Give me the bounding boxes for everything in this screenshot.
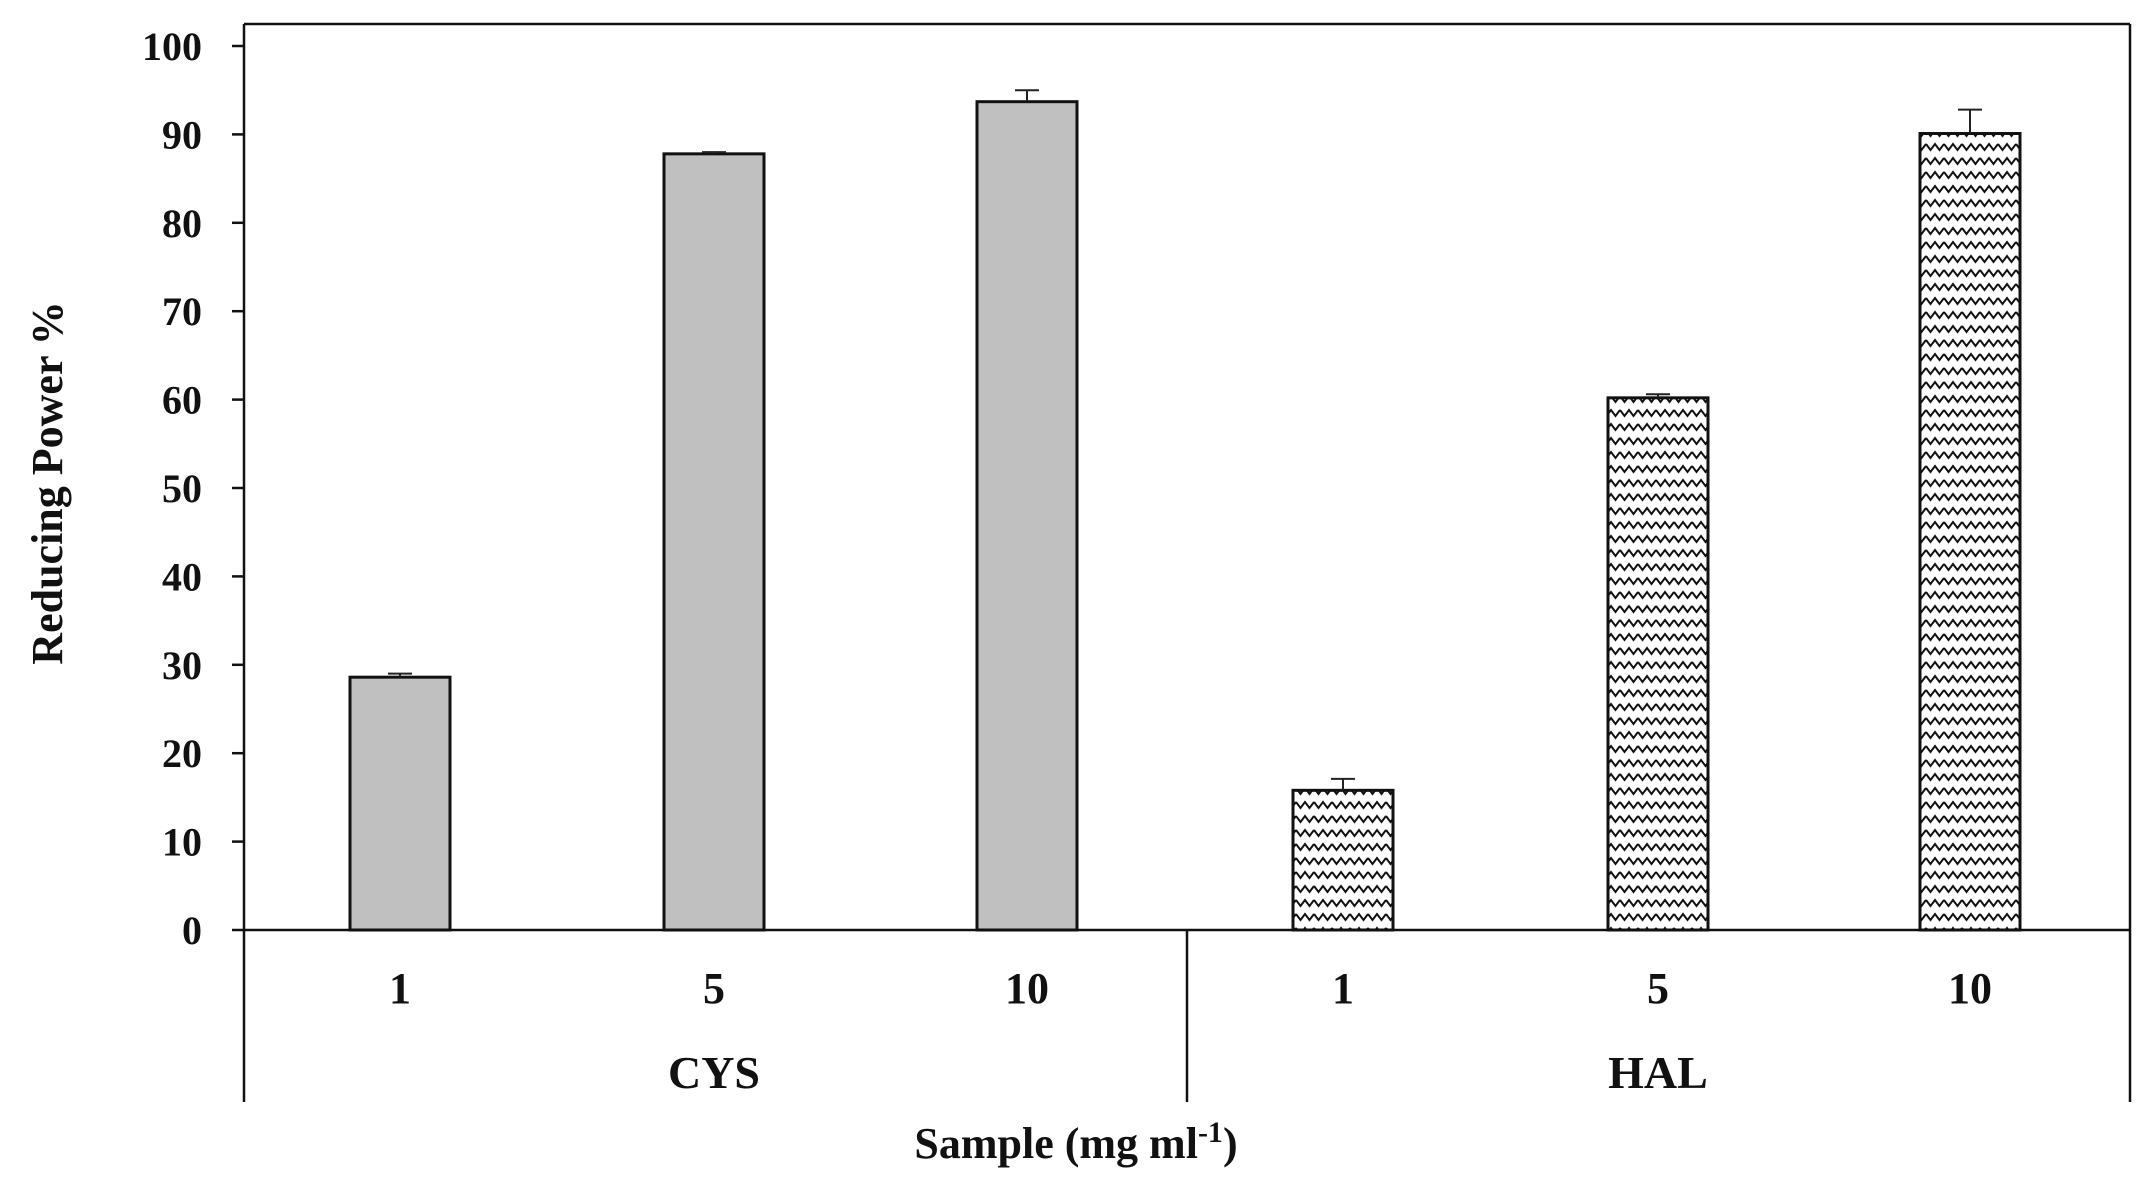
y-axis-title: Reducing Power % <box>23 301 72 664</box>
y-tick-label: 50 <box>162 466 202 511</box>
bar <box>1291 788 1395 932</box>
x-axis-title-main: Sample (mg ml <box>914 1119 1198 1168</box>
y-tick-label: 10 <box>162 820 202 865</box>
bar <box>662 152 766 932</box>
x-category-label: 10 <box>1005 964 1049 1013</box>
y-tick-label: 100 <box>142 24 202 69</box>
y-tick-label: 90 <box>162 112 202 157</box>
x-group-label: HAL <box>1608 1047 1708 1098</box>
x-category-label: 1 <box>1332 964 1354 1013</box>
y-tick-label: 30 <box>162 643 202 688</box>
axes <box>232 22 2132 1102</box>
bar <box>975 100 1079 932</box>
y-tick-label: 0 <box>182 908 202 953</box>
y-tick-label: 40 <box>162 554 202 599</box>
x-axis-title-end: ) <box>1223 1119 1238 1168</box>
bar <box>1606 396 1710 932</box>
y-tick-label: 20 <box>162 731 202 776</box>
bar <box>1918 132 2022 932</box>
x-category-label: 1 <box>389 964 411 1013</box>
x-category-label: 5 <box>703 964 725 1013</box>
x-category-label: 10 <box>1948 964 1992 1013</box>
bar <box>348 675 452 932</box>
bars <box>348 89 2022 932</box>
y-tick-label: 80 <box>162 201 202 246</box>
x-axis-title: Sample (mg ml-1) <box>914 1116 1237 1168</box>
labels: 0 10 20 30 40 50 60 70 80 90 100 1 5 10 CYS 1 5 10 HAL <box>142 24 1992 1098</box>
y-tick-label: 70 <box>162 289 202 334</box>
x-group-label: CYS <box>668 1047 760 1098</box>
x-category-label: 5 <box>1647 964 1669 1013</box>
y-tick-label: 60 <box>162 378 202 423</box>
x-axis-title-sup: -1 <box>1198 1116 1223 1149</box>
